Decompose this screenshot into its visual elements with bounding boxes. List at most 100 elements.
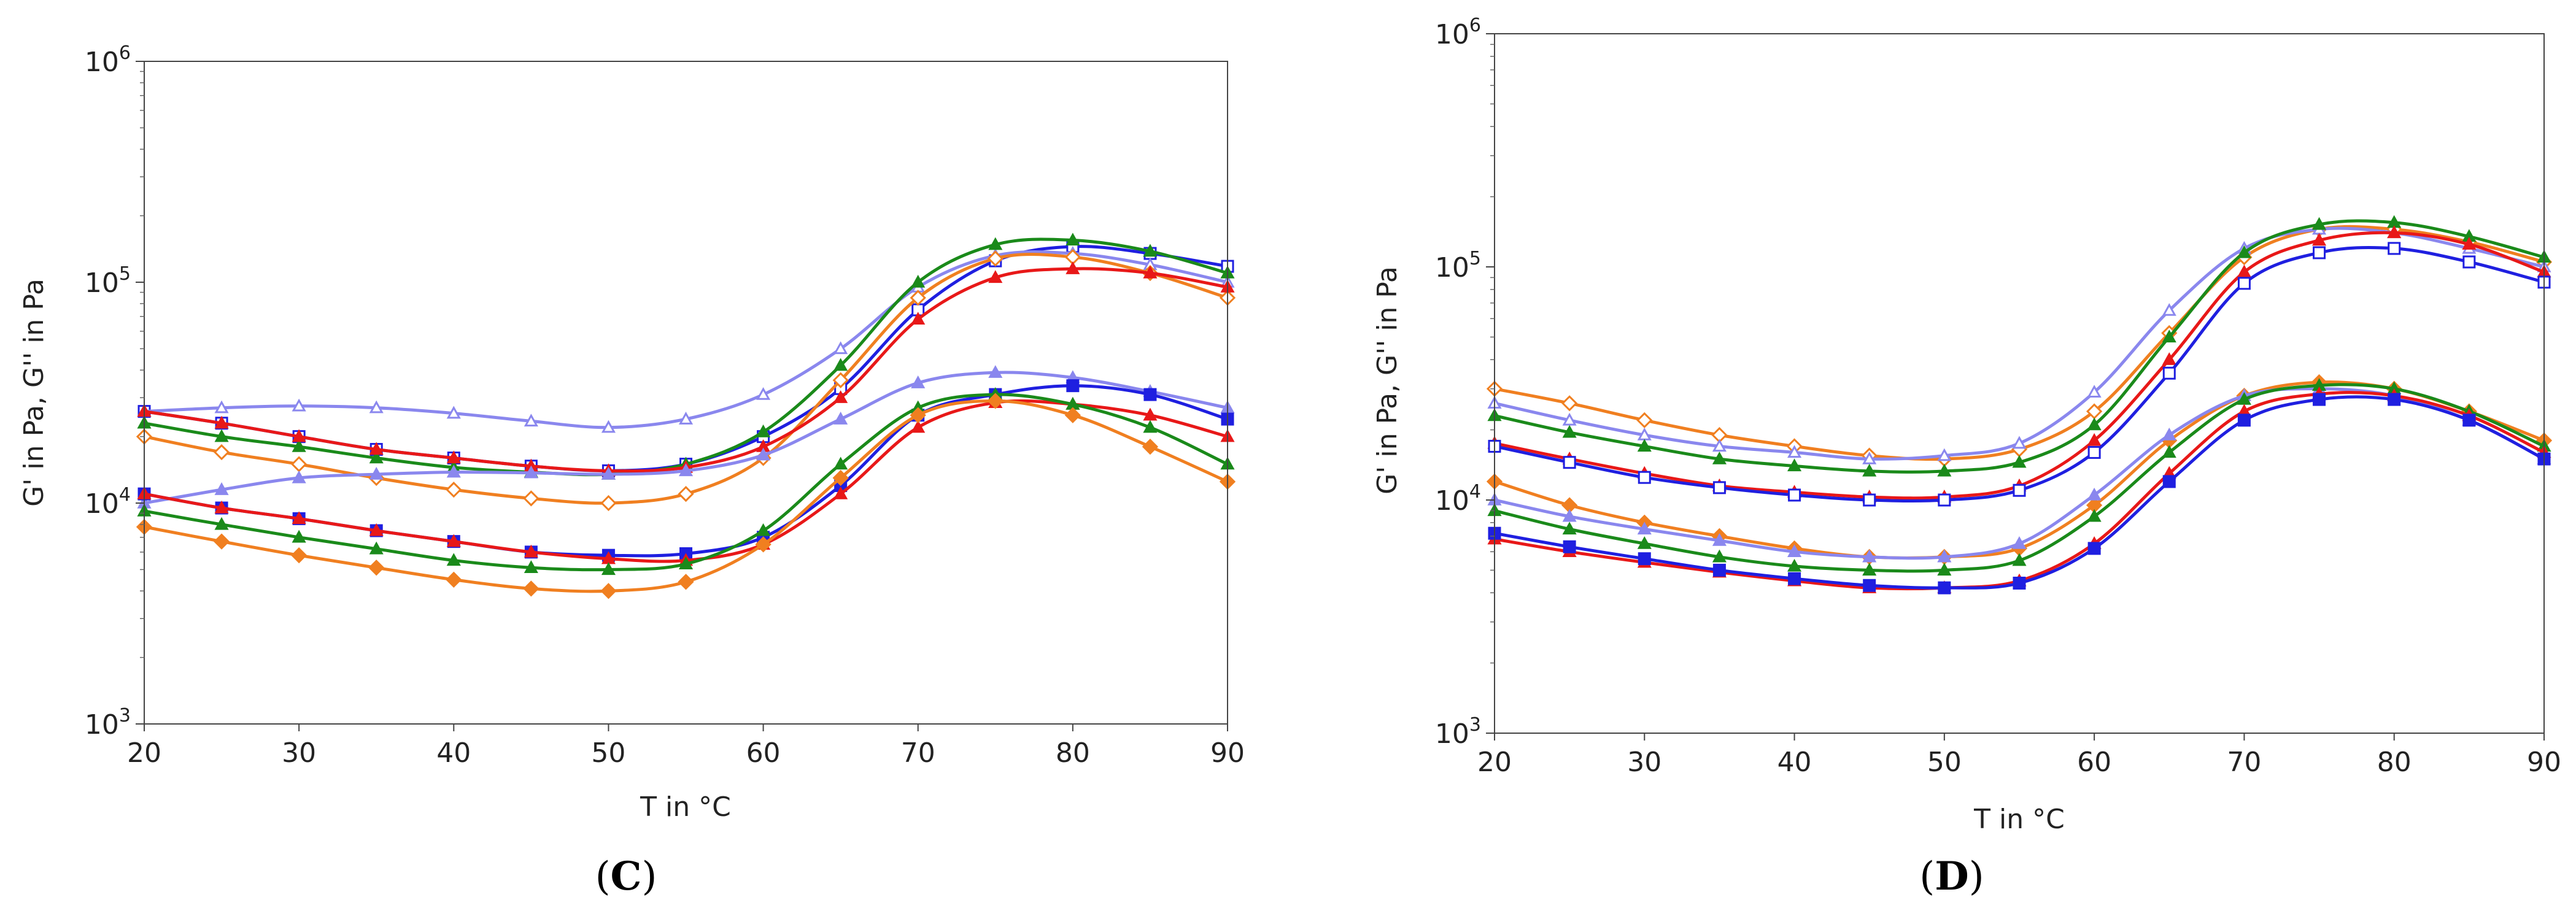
data-point — [1712, 451, 1727, 464]
data-point — [368, 560, 385, 576]
data-point — [2388, 393, 2401, 406]
data-point — [446, 406, 461, 419]
series-line — [1494, 219, 2545, 474]
data-point — [1787, 445, 1802, 458]
data-point — [2087, 509, 2102, 522]
data-point — [1788, 488, 1801, 502]
data-point — [2462, 414, 2476, 427]
data-point — [214, 415, 229, 429]
data-point — [2013, 576, 2026, 590]
data-point — [2087, 433, 2102, 446]
data-point — [214, 517, 229, 530]
data-point — [1066, 379, 1080, 393]
x-tick-label: 60 — [2077, 747, 2111, 778]
x-tick-label: 40 — [436, 737, 471, 769]
data-point — [832, 372, 849, 388]
data-point — [1066, 261, 1080, 274]
data-point — [292, 470, 306, 483]
data-point — [911, 420, 926, 433]
data-point — [756, 387, 771, 400]
data-point — [756, 447, 771, 461]
data-point — [2087, 417, 2102, 431]
data-point — [678, 556, 694, 569]
y-tick-label: 106 — [85, 42, 131, 78]
data-point — [2087, 542, 2101, 555]
data-point — [2162, 366, 2176, 380]
data-point — [1862, 451, 1877, 464]
data-point — [214, 429, 229, 442]
x-tick-label: 80 — [2377, 747, 2412, 778]
data-point — [1863, 579, 1876, 592]
data-point — [1937, 463, 1952, 477]
series-line — [1494, 231, 2545, 500]
data-point — [291, 547, 307, 564]
data-point — [987, 393, 1004, 409]
data-point — [755, 536, 772, 553]
series-line — [144, 253, 1228, 505]
data-point — [2012, 536, 2027, 549]
data-point — [988, 237, 1003, 250]
panel-label-d: (D) — [1919, 853, 1984, 899]
data-point — [2312, 233, 2327, 246]
data-point — [1937, 563, 1952, 576]
data-point — [292, 511, 306, 525]
y-axis-title-c: G' in Pa, G'' in Pa — [18, 279, 50, 507]
y-tick-label: 103 — [1435, 714, 1481, 750]
data-point — [834, 487, 848, 499]
data-point — [834, 456, 848, 470]
x-tick-label: 20 — [1477, 747, 1512, 778]
data-point — [2313, 393, 2326, 406]
data-point — [2237, 264, 2251, 278]
data-point — [1638, 471, 1651, 484]
x-tick-label: 30 — [282, 737, 316, 769]
data-point — [1787, 458, 1802, 472]
data-point — [523, 580, 540, 597]
x-axis-title-d: T in °C — [1973, 804, 2065, 835]
series-line — [1494, 225, 2545, 461]
data-point — [2313, 246, 2326, 260]
data-point — [834, 358, 848, 371]
data-point — [1787, 558, 1802, 572]
x-tick-label: 90 — [1210, 737, 1245, 769]
plot-frame-d — [1494, 33, 2545, 734]
data-point — [2162, 329, 2176, 343]
x-tick-label: 70 — [2227, 747, 2261, 778]
data-point — [292, 529, 306, 543]
x-tick-label: 50 — [1927, 747, 1962, 778]
series-line — [1494, 226, 2545, 461]
data-point — [369, 450, 384, 464]
chart-panel-d: 20 30 40 50 60 70 80 90 103 104 105 106 T in °C G' … — [1372, 15, 2561, 899]
data-point — [2162, 445, 2176, 458]
x-tick-label: 50 — [591, 737, 625, 769]
data-point — [2087, 385, 2102, 398]
data-point — [1143, 244, 1158, 257]
data-point — [291, 456, 307, 472]
data-point — [756, 424, 771, 437]
data-point — [2013, 483, 2026, 497]
data-point — [1862, 549, 1877, 563]
data-point — [1788, 572, 1801, 585]
data-point — [1066, 233, 1080, 246]
x-tick-label: 20 — [127, 737, 161, 769]
data-point — [524, 560, 538, 573]
data-point — [446, 482, 462, 498]
data-point — [524, 414, 538, 427]
data-point — [214, 482, 229, 495]
data-point — [1143, 407, 1158, 421]
data-point — [214, 400, 229, 414]
plot-frame-c — [144, 61, 1228, 725]
data-point — [1637, 536, 1652, 549]
data-point — [2162, 427, 2176, 441]
data-point — [834, 412, 848, 425]
data-point — [1712, 439, 1727, 452]
data-point — [524, 465, 538, 479]
data-point — [2312, 217, 2327, 230]
data-point — [832, 469, 849, 487]
y-tick-label: 103 — [85, 705, 131, 741]
data-point — [910, 290, 926, 306]
x-tick-label: 30 — [1627, 747, 1661, 778]
data-point — [2387, 225, 2402, 239]
data-point — [1712, 481, 1726, 494]
data-point — [369, 541, 384, 555]
